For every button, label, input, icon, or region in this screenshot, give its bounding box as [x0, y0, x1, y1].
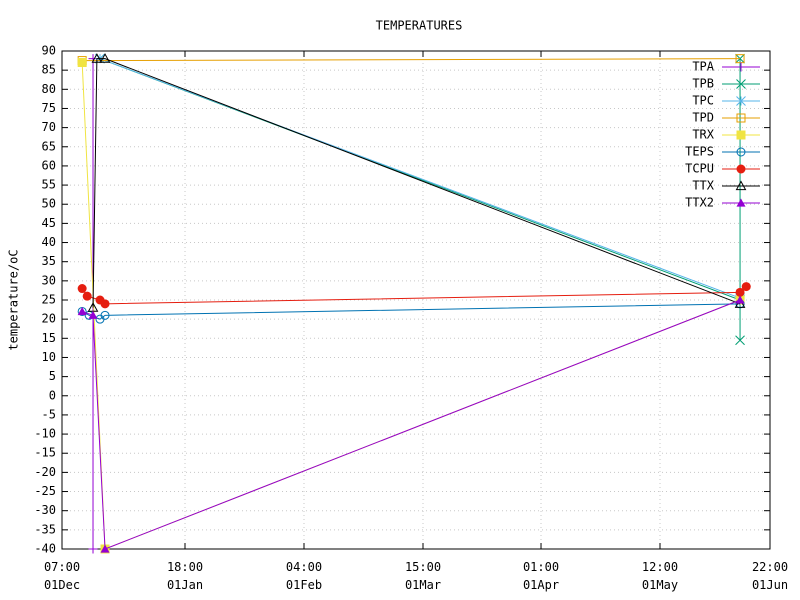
- marker: [735, 53, 745, 64]
- legend-label: TTX2: [685, 196, 714, 210]
- x-tick-label: 22:00 01Jun: [752, 560, 788, 592]
- y-tick-label: 40: [42, 235, 56, 249]
- y-tick-label: 70: [42, 120, 56, 134]
- marker: [100, 544, 110, 553]
- y-tick-label: 25: [42, 293, 56, 307]
- y-tick-label: 30: [42, 273, 56, 287]
- y-tick-label: -20: [34, 465, 56, 479]
- x-tick-label: 12:00 01May: [642, 560, 678, 592]
- marker: [735, 295, 745, 304]
- legend-label: TPA: [692, 60, 714, 74]
- series-line: [99, 58, 741, 299]
- marker: [100, 310, 110, 320]
- marker: [88, 310, 98, 319]
- y-tick-label: -40: [34, 542, 56, 556]
- x-tick-label: 04:00 01Feb: [286, 560, 322, 592]
- marker: [735, 54, 745, 64]
- y-tick-label: -15: [34, 446, 56, 460]
- x-tick-label: 18:00 01Jan: [167, 560, 203, 592]
- legend-marker: [736, 79, 746, 89]
- x-tick-label: 15:00 01Mar: [405, 560, 441, 592]
- y-tick-label: 15: [42, 331, 56, 345]
- y-tick-label: 0: [49, 388, 56, 402]
- x-tick-label: 07:00 01Dec: [44, 560, 80, 592]
- legend-label: TTX: [692, 179, 714, 193]
- marker: [741, 282, 751, 292]
- marker: [88, 544, 98, 554]
- legend-label: TPC: [692, 94, 714, 108]
- series-line: [81, 303, 741, 320]
- y-tick-label: 80: [42, 82, 56, 96]
- y-tick-label: -35: [34, 522, 56, 536]
- y-tick-label: 50: [42, 197, 56, 211]
- y-tick-label: 55: [42, 178, 56, 192]
- legend-marker: [736, 96, 746, 106]
- legend-label: TEPS: [685, 145, 714, 159]
- y-tick-label: 65: [42, 139, 56, 153]
- marker: [735, 287, 745, 297]
- y-tick-label: -25: [34, 484, 56, 498]
- y-tick-label: 75: [42, 101, 56, 115]
- y-axis-label: temperature/oC: [7, 249, 21, 350]
- y-tick-label: 20: [42, 312, 56, 326]
- series-line: [81, 299, 741, 550]
- series-line: [82, 58, 741, 62]
- y-tick-label: 60: [42, 158, 56, 172]
- series-line: [99, 58, 741, 341]
- y-tick-label: 90: [42, 44, 56, 58]
- legend-marker: [736, 147, 746, 157]
- marker: [77, 284, 87, 294]
- legend-marker: [736, 198, 746, 207]
- x-tick-label: 01:00 01Apr: [523, 560, 559, 592]
- legend-label: TCPU: [685, 162, 714, 176]
- legend-marker: [735, 180, 747, 191]
- marker: [91, 53, 103, 63]
- legend-label: TPD: [692, 111, 714, 125]
- chart-title: TEMPERATURES: [376, 19, 463, 33]
- marker: [99, 53, 111, 63]
- y-tick-label: -30: [34, 503, 56, 517]
- legend-label: TPB: [692, 77, 714, 91]
- marker: [77, 306, 87, 316]
- legend-label: TRX: [692, 128, 714, 142]
- y-tick-label: 45: [42, 216, 56, 230]
- y-tick-label: -5: [42, 407, 56, 421]
- series-line: [92, 58, 741, 308]
- plot-frame: [61, 50, 771, 550]
- y-tick-label: 85: [42, 63, 56, 77]
- marker: [82, 291, 92, 301]
- y-tick-label: -10: [34, 427, 56, 441]
- y-tick-label: 10: [42, 350, 56, 364]
- marker: [735, 335, 745, 346]
- legend-marker: [736, 62, 746, 72]
- legend-marker: [736, 113, 746, 123]
- marker: [77, 57, 87, 67]
- y-tick-label: 5: [49, 369, 56, 383]
- marker: [100, 299, 110, 309]
- legend-marker: [736, 130, 746, 140]
- y-tick-label: 35: [42, 254, 56, 268]
- legend-marker: [736, 164, 746, 174]
